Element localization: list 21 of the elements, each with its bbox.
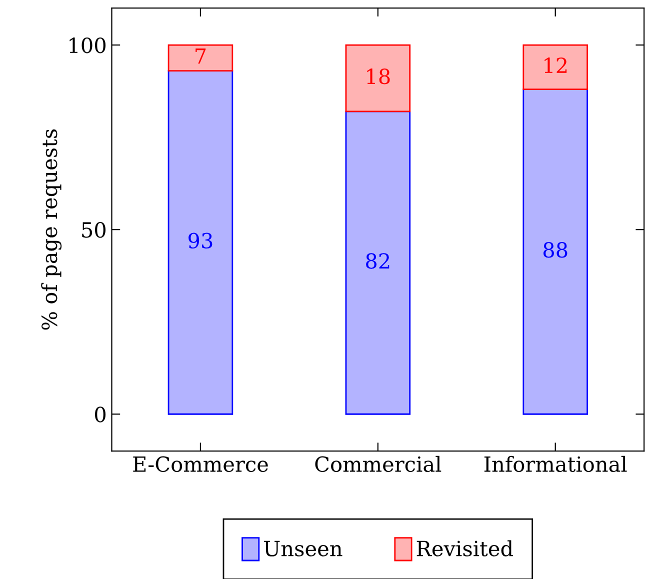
bar [168,70,234,415]
y-tick-label: 100 [70,37,106,54]
y-tick-label: 0 [95,406,106,422]
x-tick-label: E-Commerce [133,456,268,472]
x-tick-label: Informational [484,456,627,472]
legend-label: Revisited [416,540,513,556]
bar [522,44,588,90]
data-label: 93 [188,232,212,249]
data-label: 18 [367,68,390,84]
legend-label: Unseen [264,540,342,556]
bar [345,44,411,112]
x-tick-label: Commercial [315,456,442,472]
y-axis-title: % of page requests [41,129,62,330]
y-tick-label: 50 [82,222,106,238]
bar [522,88,588,415]
data-label: 88 [543,242,568,258]
data-label: 7 [196,48,206,64]
bar [345,110,411,415]
bar [168,44,234,72]
data-label: 82 [366,253,390,269]
data-label: 12 [544,57,567,73]
